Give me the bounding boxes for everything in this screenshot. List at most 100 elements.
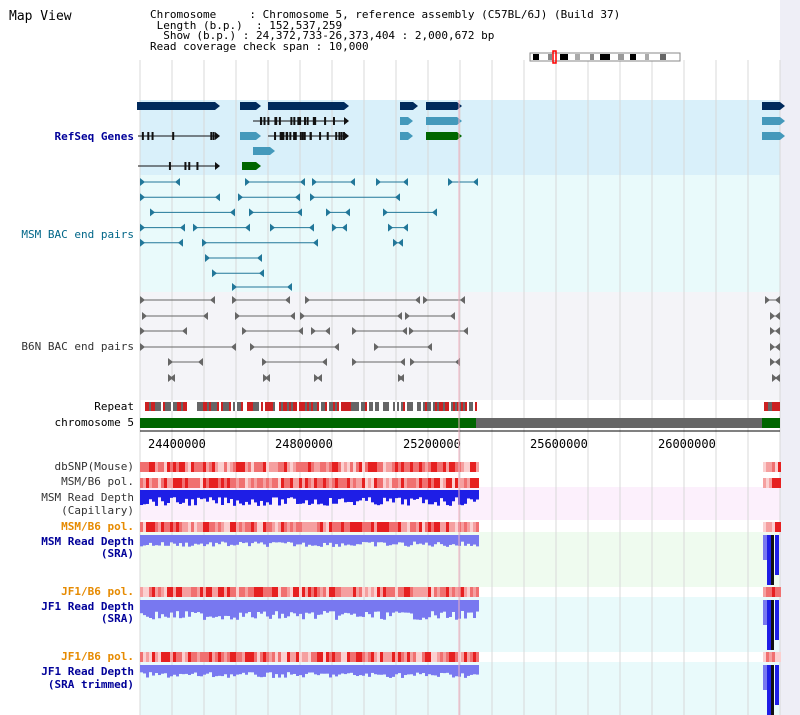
read-depth-bar (284, 665, 287, 678)
read-depth-bar (446, 665, 449, 673)
repeat-element (776, 402, 778, 411)
polymorphism-cell (359, 587, 362, 597)
repeat-element (459, 402, 461, 411)
polymorphism-cell (257, 478, 260, 488)
polymorphism-cell (431, 522, 434, 532)
gene-exon (312, 117, 315, 125)
polymorphism-cell (254, 478, 257, 488)
read-depth-bar (179, 600, 182, 619)
polymorphism-cell (452, 587, 455, 597)
repeat-element (353, 402, 355, 411)
read-depth-bar (191, 600, 194, 613)
gene-arrow (344, 132, 349, 140)
repeat-element (271, 402, 273, 411)
refseq-gene-track[interactable] (137, 102, 785, 170)
polymorphism-cell (200, 652, 203, 662)
polymorphism-cell (332, 587, 335, 597)
bac-end (376, 178, 381, 186)
track-label-repeat[interactable]: Repeat (94, 400, 134, 413)
chromosome-key: Chromosome (150, 8, 217, 21)
repeat-element (433, 402, 435, 411)
chromosome-ideogram-icon[interactable] (529, 50, 681, 64)
read-depth-bar (455, 490, 458, 498)
polymorphism-cell (410, 462, 413, 472)
repeat-element (397, 402, 399, 411)
polymorphism-cell (359, 652, 362, 662)
polymorphism-cell (769, 462, 772, 472)
track-label-msm-bac[interactable]: MSM BAC end pairs (21, 228, 134, 241)
polymorphism-cell (440, 587, 443, 597)
read-depth-bar (215, 535, 218, 543)
read-depth-bar (296, 600, 299, 617)
polymorphism-cell (389, 652, 392, 662)
track-label-chromosome: chromosome 5 (54, 416, 134, 429)
read-depth-bar (332, 665, 335, 675)
read-depth-bar (392, 665, 395, 677)
track-label-msm-b6-pol-2[interactable]: MSM/B6 pol. (61, 520, 134, 533)
b6n-bac-track[interactable] (140, 296, 780, 382)
polymorphism-cell (341, 587, 344, 597)
show-key: Show (b.p.) (163, 29, 237, 42)
repeat-element (195, 402, 197, 411)
track-label-jf1-b6-pol[interactable]: JF1/B6 pol. (61, 585, 134, 598)
track-label-msm-b6-pol[interactable]: MSM/B6 pol. (61, 475, 134, 488)
track-label-b6n-bac[interactable]: B6N BAC end pairs (21, 340, 134, 353)
read-depth-bar (347, 600, 350, 614)
read-depth-bar (428, 535, 431, 546)
polymorphism-cell (419, 652, 422, 662)
read-depth-bar (239, 490, 242, 504)
bac-end (285, 296, 290, 304)
track-label-dbsnp[interactable]: dbSNP(Mouse) (54, 460, 134, 473)
polymorphism-cell (778, 522, 781, 532)
track-label-jf1-depth-trimmed[interactable]: JF1 Read Depth (41, 665, 134, 678)
polymorphism-cell (395, 478, 398, 488)
msm-bac-track[interactable] (140, 178, 478, 291)
polymorphism-cell (362, 587, 365, 597)
polymorphism-cell (443, 478, 446, 488)
read-depth-tracks[interactable] (140, 490, 779, 715)
polymorphism-cell (302, 522, 305, 532)
read-depth-bar (476, 665, 479, 675)
polymorphism-cell (272, 652, 275, 662)
read-depth-bar (248, 490, 251, 505)
track-label-refseq[interactable]: RefSeq Genes (54, 130, 134, 143)
track-label-msm-depth-sra[interactable]: MSM Read Depth (41, 535, 134, 548)
length-value: 152,537,259 (269, 18, 343, 32)
polymorphism-cell (182, 478, 185, 488)
gene-block (240, 102, 256, 110)
polymorphism-cell (152, 478, 155, 488)
repeat-element (461, 402, 463, 411)
polymorphism-cell (158, 478, 161, 488)
polymorphism-cell (317, 478, 320, 488)
track-label-msm-depth-capillary[interactable]: MSM Read Depth (41, 491, 134, 504)
polymorphism-cell (143, 652, 146, 662)
repeat-element (768, 402, 770, 411)
polymorphism-cell (200, 587, 203, 597)
repeat-element (173, 402, 175, 411)
repeat-track[interactable] (145, 402, 780, 411)
polymorphism-cell (437, 587, 440, 597)
polymorphism-cell (413, 478, 416, 488)
read-depth-bar (164, 665, 167, 674)
repeat-element (223, 402, 225, 411)
read-depth-bar (236, 535, 239, 545)
repeat-element (359, 402, 361, 411)
gene-exon (298, 117, 301, 125)
polymorphism-heat-tracks[interactable] (140, 462, 781, 662)
read-depth-bar (467, 490, 470, 499)
gene-arrow (270, 147, 275, 155)
polymorphism-cell (347, 462, 350, 472)
polymorphism-cell (146, 652, 149, 662)
polymorphism-cell (164, 652, 167, 662)
bac-end (310, 193, 315, 202)
track-label-jf1-b6-pol-2[interactable]: JF1/B6 pol. (61, 650, 134, 663)
polymorphism-cell (398, 462, 401, 472)
polymorphism-cell (179, 587, 182, 597)
read-depth-bar (251, 535, 254, 544)
polymorphism-cell (308, 522, 311, 532)
polymorphism-cell (356, 652, 359, 662)
repeat-element (187, 402, 189, 411)
track-label-jf1-depth-sra[interactable]: JF1 Read Depth (41, 600, 134, 613)
polymorphism-cell (329, 478, 332, 488)
